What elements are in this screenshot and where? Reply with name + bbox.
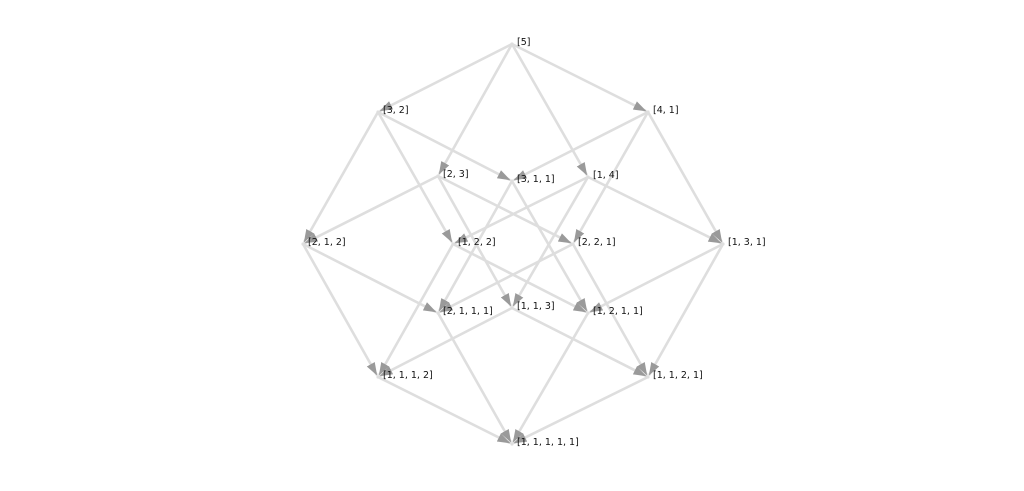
edge-122-to-1112 — [380, 244, 454, 374]
edge-1211-to-11111 — [514, 313, 589, 441]
edge-32-to-212 — [305, 112, 379, 241]
node-label: [1, 2, 1, 1] — [593, 306, 643, 317]
node-label: [2, 2, 1] — [578, 237, 616, 248]
nodes-layer: [5] [3, 2] [4, 1] [2, 3] [3, 1, 1] [1, 4] [2, … — [301, 37, 765, 448]
edge-2111-to-11111 — [438, 313, 511, 441]
node-1121: [1, 1, 2, 1] — [646, 370, 702, 381]
node-122: [1, 2, 2] — [451, 237, 495, 248]
edge-1121-to-11111 — [515, 377, 648, 443]
node-2111: [2, 1, 1, 1] — [436, 306, 492, 317]
node-label: [1, 1, 1, 2] — [383, 370, 433, 381]
node-marker — [451, 242, 454, 245]
node-221: [2, 2, 1] — [571, 237, 615, 248]
node-311: [3, 1, 1] — [510, 174, 554, 185]
node-131: [1, 3, 1] — [721, 237, 765, 248]
node-label: [2, 1, 1, 1] — [443, 306, 493, 317]
node-marker — [646, 375, 649, 378]
node-1112: [1, 1, 1, 2] — [376, 370, 432, 381]
node-label: [3, 1, 1] — [517, 174, 555, 185]
edge-14-to-131 — [588, 177, 720, 243]
edge-23-to-212 — [306, 176, 438, 243]
node-marker — [586, 311, 589, 314]
node-11111: [1, 1, 1, 1, 1] — [510, 437, 578, 448]
node-label: [1, 4] — [593, 170, 619, 181]
node-label: [1, 1, 2, 1] — [653, 370, 703, 381]
node-label: [2, 3] — [443, 169, 469, 180]
node-marker — [510, 306, 513, 309]
node-1211: [1, 2, 1, 1] — [586, 306, 642, 317]
edge-113-to-1112 — [381, 308, 512, 376]
node-marker — [510, 42, 513, 45]
node-marker — [721, 242, 724, 245]
edge-41-to-131 — [648, 112, 722, 241]
node-marker — [436, 174, 439, 177]
node-label: [5] — [517, 37, 530, 48]
node-113: [1, 1, 3] — [510, 301, 554, 312]
node-marker — [436, 311, 439, 314]
node-212: [2, 1, 2] — [301, 237, 345, 248]
node-marker — [571, 242, 574, 245]
node-marker — [376, 375, 379, 378]
node-41: [4, 1] — [646, 105, 678, 116]
node-marker — [510, 442, 513, 445]
node-label: [4, 1] — [653, 105, 679, 116]
node-label: [1, 1, 3] — [517, 301, 555, 312]
node-marker — [646, 110, 649, 113]
node-marker — [376, 110, 379, 113]
node-label: [1, 2, 2] — [458, 237, 496, 248]
node-label: [2, 1, 2] — [308, 237, 346, 248]
node-marker — [510, 179, 513, 182]
node-label: [3, 2] — [383, 105, 409, 116]
node-label: [1, 3, 1] — [728, 237, 766, 248]
node-label: [1, 1, 1, 1, 1] — [517, 437, 579, 448]
node-marker — [301, 242, 304, 245]
edge-113-to-1121 — [512, 308, 645, 376]
edge-1112-to-11111 — [378, 377, 509, 443]
edges-layer — [303, 44, 723, 443]
node-marker — [586, 175, 589, 178]
